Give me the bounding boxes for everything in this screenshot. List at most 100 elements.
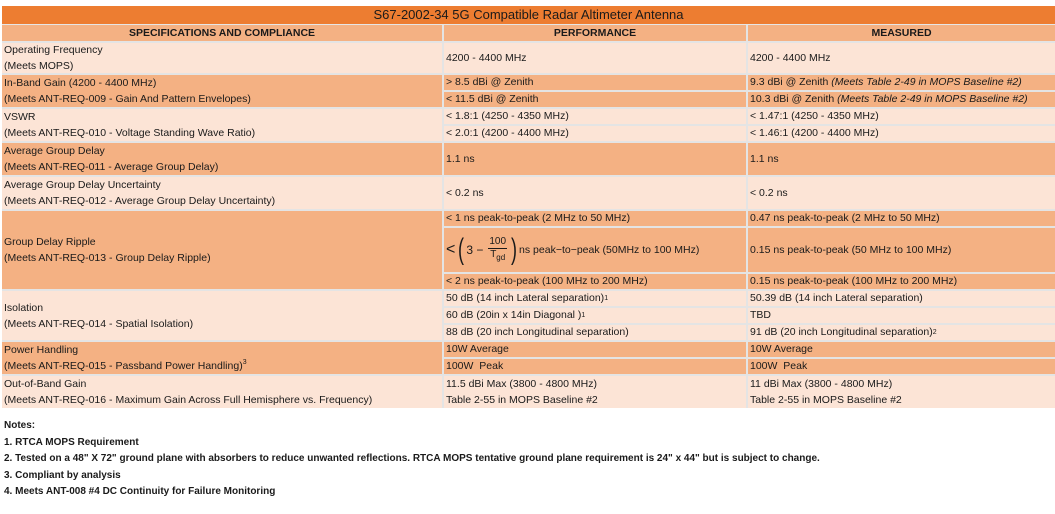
spec-name: VSWR	[4, 111, 36, 123]
table-row-operating-frequency: Operating Frequency (Meets MOPS) 4200 - …	[2, 43, 1055, 75]
performance-value: 50 dB (14 inch Lateral separation) 1	[446, 292, 609, 304]
measured-value: 10W Average	[750, 343, 813, 355]
formula-den-base: T	[490, 249, 497, 260]
measured-value: 1.1 ns	[750, 153, 779, 165]
measured-value: 0.15 ns peak-to-peak (100 MHz to 200 MHz…	[748, 272, 1055, 289]
performance-cell: 10W Average 100W Peak	[444, 342, 748, 374]
table-row-group-delay-ripple: Group Delay Ripple (Meets ANT-REQ-013 - …	[2, 211, 1055, 291]
measured-text: 9.3 dBi @ Zenith	[750, 76, 829, 88]
spec-name: Operating Frequency	[4, 44, 103, 56]
notes-section: Notes: 1. RTCA MOPS Requirement 2. Teste…	[4, 418, 820, 501]
performance-value: > 8.5 dBi @ Zenith	[446, 76, 534, 88]
header-performance: PERFORMANCE	[444, 25, 748, 41]
measured-cell: 10W Average 100W Peak	[748, 342, 1055, 374]
measured-value: < 1.47:1 (4250 - 4350 MHz)	[750, 110, 879, 122]
spec-cell: In-Band Gain (4200 - 4400 MHz) (Meets AN…	[2, 75, 444, 107]
formula-denominator: Tgd	[490, 249, 505, 264]
performance-value: 1.1 ns	[446, 153, 475, 165]
measured-cell: 4200 - 4400 MHz	[748, 43, 1055, 73]
spec-name: Isolation	[4, 301, 44, 314]
spec-cell: Average Group Delay Uncertainty (Meets A…	[2, 177, 444, 209]
spec-compliance: (Meets ANT-REQ-011 - Average Group Delay…	[4, 161, 219, 173]
spec-name: Group Delay Ripple	[4, 236, 96, 248]
spec-name: Power Handling	[4, 344, 79, 356]
formula-less-than: <	[446, 241, 456, 258]
header-specifications: SPECIFICATIONS AND COMPLIANCE	[2, 25, 444, 41]
spec-compliance: (Meets MOPS)	[4, 60, 74, 72]
measured-value: 50.39 dB (14 inch Lateral separation)	[748, 291, 1055, 306]
performance-value: < 0.2 ns	[446, 187, 484, 199]
measured-value: < 1.46:1 (4200 - 4400 MHz)	[748, 124, 1055, 141]
performance-value: Table 2-55 in MOPS Baseline #2	[446, 394, 598, 406]
performance-value: 10W Average	[446, 343, 509, 355]
measured-note: (Meets Table 2-49 in MOPS Baseline #2)	[837, 93, 1028, 105]
performance-value: 100W Peak	[444, 357, 746, 374]
formula-left-paren: (	[458, 233, 465, 266]
measured-note: (Meets Table 2-49 in MOPS Baseline #2)	[831, 76, 1022, 88]
performance-value: 11.5 dBi Max (3800 - 4800 MHz)	[446, 378, 597, 390]
performance-cell: 11.5 dBi Max (3800 - 4800 MHz) Table 2-5…	[444, 376, 748, 408]
value-text: 91 dB (20 inch Longitudinal separation)	[750, 326, 933, 338]
performance-value: 4200 - 4400 MHz	[446, 52, 527, 64]
measured-value: < 0.2 ns	[750, 187, 788, 199]
spec-cell: Isolation (Meets ANT-REQ-014 - Spatial I…	[2, 291, 444, 340]
note-item: 2. Tested on a 48" X 72" ground plane wi…	[4, 453, 820, 464]
spec-name: Average Group Delay	[4, 145, 105, 157]
spec-compliance: (Meets ANT-REQ-012 - Average Group Delay…	[4, 195, 276, 207]
spec-table: S67-2002-34 5G Compatible Radar Altimete…	[2, 6, 1055, 408]
performance-value: < 2.0:1 (4200 - 4400 MHz)	[444, 124, 746, 141]
value-text: 50.39 dB (14 inch Lateral separation)	[750, 292, 923, 304]
spec-cell: Out-of-Band Gain (Meets ANT-REQ-016 - Ma…	[2, 376, 444, 408]
performance-cell: < 0.2 ns	[444, 177, 748, 209]
table-row-vswr: VSWR (Meets ANT-REQ-010 - Voltage Standi…	[2, 109, 1055, 143]
measured-cell: 50.39 dB (14 inch Lateral separation) TB…	[748, 291, 1055, 340]
performance-value: < 1 ns peak-to-peak (2 MHz to 50 MHz)	[446, 212, 631, 224]
measured-cell: 0.47 ns peak-to-peak (2 MHz to 50 MHz) 0…	[748, 211, 1055, 289]
measured-value: 100W Peak	[748, 357, 1055, 374]
measured-value: 10.3 dBi @ Zenith (Meets Table 2-49 in M…	[748, 90, 1055, 107]
note-item: 1. RTCA MOPS Requirement	[4, 436, 139, 448]
measured-value: 4200 - 4400 MHz	[750, 52, 831, 64]
spec-cell: Operating Frequency (Meets MOPS)	[2, 43, 444, 73]
value-text: 88 dB (20 inch Longitudinal separation)	[446, 326, 629, 338]
performance-cell: 50 dB (14 inch Lateral separation) 1 60 d…	[444, 291, 748, 340]
spec-cell: VSWR (Meets ANT-REQ-010 - Voltage Standi…	[2, 109, 444, 141]
measured-cell: 11 dBi Max (3800 - 4800 MHz) Table 2-55 …	[748, 376, 1055, 408]
notes-heading: Notes:	[4, 420, 36, 431]
table-row-out-of-band-gain: Out-of-Band Gain (Meets ANT-REQ-016 - Ma…	[2, 376, 1055, 408]
table-row-average-group-delay: Average Group Delay (Meets ANT-REQ-011 -…	[2, 143, 1055, 177]
note-item: 3. Compliant by analysis	[4, 469, 121, 481]
table-row-isolation: Isolation (Meets ANT-REQ-014 - Spatial I…	[2, 291, 1055, 342]
spec-name: In-Band Gain (4200 - 4400 MHz)	[4, 77, 157, 89]
measured-cell: < 1.47:1 (4250 - 4350 MHz) < 1.46:1 (420…	[748, 109, 1055, 141]
spec-cell: Power Handling (Meets ANT-REQ-015 - Pass…	[2, 342, 444, 374]
header-measured: MEASURED	[871, 27, 932, 39]
spec-cell: Average Group Delay (Meets ANT-REQ-011 -…	[2, 143, 444, 175]
measured-value: 0.15 ns peak-to-peak (50 MHz to 100 MHz)	[748, 226, 1055, 272]
performance-value: 88 dB (20 inch Longitudinal separation)	[444, 323, 746, 340]
formula-fraction: 100 Tgd	[488, 236, 508, 264]
spec-compliance: (Meets ANT-REQ-013 - Group Delay Ripple)	[4, 252, 211, 264]
performance-formula: < ( 3 − 100 Tgd ) ns peak−to−peak (50MHz…	[444, 226, 746, 272]
spec-compliance: (Meets ANT-REQ-009 - Gain And Pattern En…	[4, 93, 251, 105]
spec-compliance: (Meets ANT-REQ-014 - Spatial Isolation)	[4, 317, 194, 330]
formula-constant: 3 −	[466, 243, 484, 257]
measured-value: 91 dB (20 inch Longitudinal separation) 2	[748, 323, 1055, 340]
performance-cell: 4200 - 4400 MHz	[444, 43, 748, 73]
formula-text: ns peak−to−peak (50MHz to 100 MHz)	[519, 244, 700, 256]
table-title: S67-2002-34 5G Compatible Radar Altimete…	[2, 6, 1055, 25]
note-item: 4. Meets ANT-008 #4 DC Continuity for Fa…	[4, 486, 276, 497]
measured-value: Table 2-55 in MOPS Baseline #2	[750, 394, 902, 406]
formula-numerator: 100	[488, 236, 508, 249]
header-row: SPECIFICATIONS AND COMPLIANCE PERFORMANC…	[2, 25, 1055, 43]
performance-cell: 1.1 ns	[444, 143, 748, 175]
measured-value: TBD	[748, 306, 1055, 323]
table-row-group-delay-uncertainty: Average Group Delay Uncertainty (Meets A…	[2, 177, 1055, 211]
compliance-text: (Meets ANT-REQ-015 - Passband Power Hand…	[4, 360, 243, 372]
measured-cell: < 0.2 ns	[748, 177, 1055, 209]
spec-cell: Group Delay Ripple (Meets ANT-REQ-013 - …	[2, 211, 444, 289]
measured-value: 0.47 ns peak-to-peak (2 MHz to 50 MHz)	[750, 212, 940, 224]
performance-cell: < 1.8:1 (4250 - 4350 MHz) < 2.0:1 (4200 …	[444, 109, 748, 141]
table-row-in-band-gain: In-Band Gain (4200 - 4400 MHz) (Meets AN…	[2, 75, 1055, 109]
footnote-ref: 3	[242, 359, 247, 366]
